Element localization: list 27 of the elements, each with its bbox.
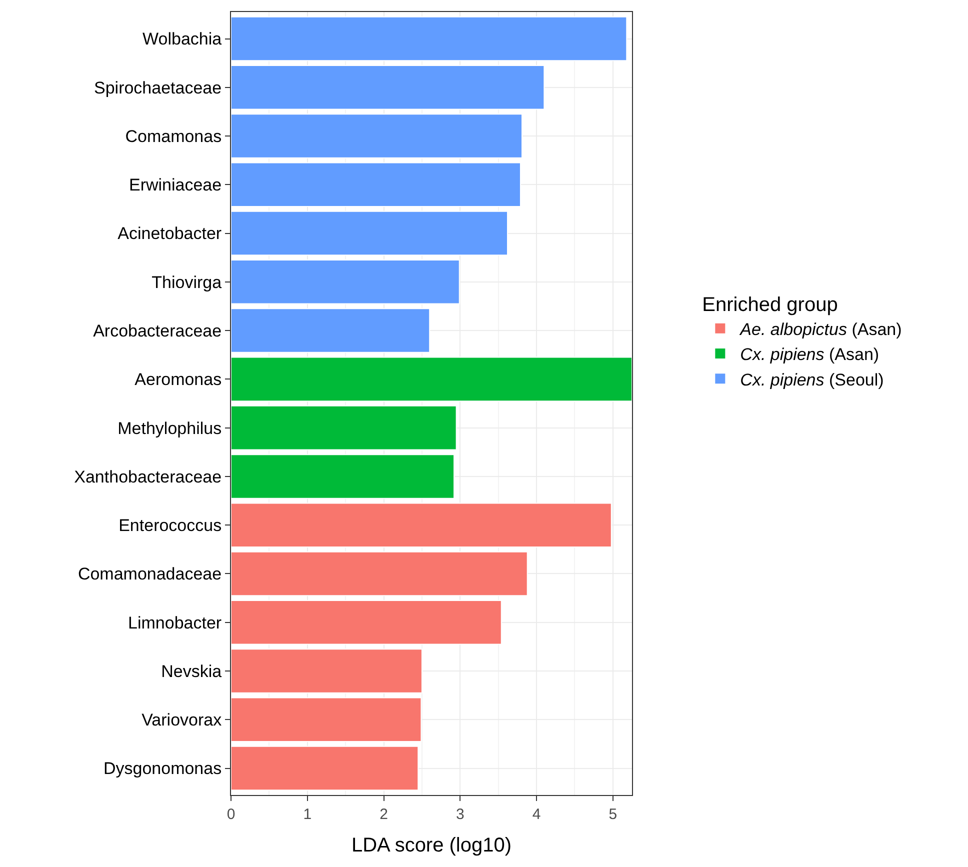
legend-title: Enriched group [702,294,838,316]
y-tick-label: Arcobacteraceae [93,322,222,340]
y-tick-label: Dysgonomonas [103,759,222,778]
y-tick-label: Thiovirga [152,272,222,292]
legend-label: Ae. albopictus (Asan) [739,320,902,340]
y-tick-label: Nevskia [161,662,222,681]
y-tick-label: Limnobacter [128,613,222,632]
y-tick-label: Spirochaetaceae [94,78,222,98]
y-tick-label: Erwiniaceae [128,176,222,195]
x-axis-title: LDA score (log10) [351,834,512,856]
x-tick-label: 4 [532,806,541,823]
x-tick-label: 2 [380,806,388,823]
y-tick-label: Enterococcus [118,516,222,536]
y-tick-label: Wolbachia [142,30,222,49]
y-tick-label: Comamonadaceae [78,564,222,584]
y-tick-label: Methylophilus [118,418,222,438]
y-tick-label: Variovorax [142,710,222,730]
x-tick-label: 3 [456,806,464,823]
x-tick-label: 1 [303,806,312,823]
y-tick-label: Xanthobacteraceae [74,467,222,486]
y-tick-label: Aeromonas [134,370,222,390]
y-tick-label: Acinetobacter [118,224,222,244]
x-tick-label: 5 [608,806,618,823]
legend-label: Cx. pipiens (Asan) [740,345,880,364]
legend-label: Cx. pipiens (Seoul) [740,370,884,390]
y-tick-label: Comamonas [125,126,222,146]
x-tick-label: 0 [226,806,236,823]
